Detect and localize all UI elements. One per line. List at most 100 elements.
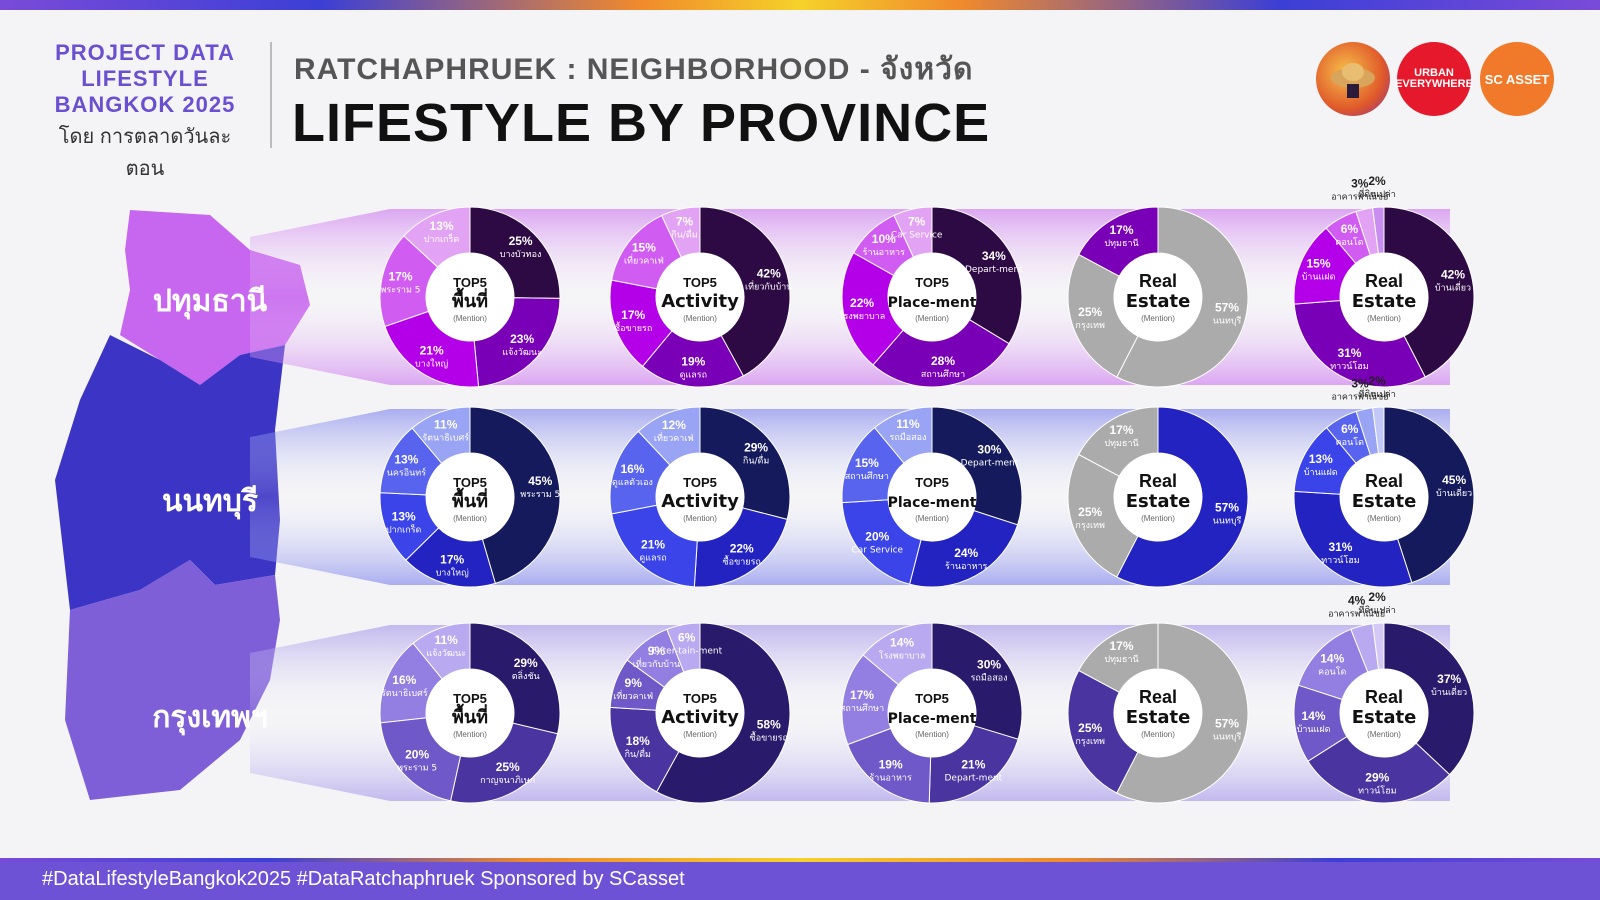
slice-value-label: 57%	[1215, 301, 1239, 315]
slice-category-label: Depart-ment	[945, 774, 1003, 784]
pie-slice	[655, 622, 791, 804]
slice-value-label: 21%	[641, 537, 665, 551]
slice-category-label: กิน/ดื่ม	[743, 453, 769, 466]
slice-value-label: 31%	[1337, 346, 1361, 360]
slice-category-label: ทาวน์โฮม	[1330, 360, 1369, 372]
slice-category-label: โรงพยาบาล	[839, 311, 886, 322]
slice-category-label: ที่ดินเปล่า	[1358, 387, 1395, 400]
slice-value-label: 58%	[757, 718, 781, 732]
slice-value-label: 57%	[1215, 501, 1239, 515]
slice-value-label: 19%	[681, 355, 705, 369]
pie-slice	[699, 406, 791, 520]
slice-value-label: 14%	[1302, 709, 1326, 723]
slice-value-label: 11%	[896, 417, 920, 431]
slice-value-label: 7%	[908, 215, 926, 229]
slice-category-label: กาญจนาภิเษก	[480, 775, 535, 786]
donut-subtitle: Activity	[661, 491, 739, 512]
donut-center	[656, 253, 744, 341]
slice-category-label: ดูแลตัวเอง	[612, 478, 653, 488]
slice-category-label: ที่ดินเปล่า	[1358, 187, 1395, 200]
slice-category-label: สถานศึกษา	[921, 369, 965, 380]
slice-value-label: 22%	[730, 541, 754, 555]
slice-category-label: เที่ยวกับบ้าน	[745, 279, 792, 292]
slice-value-label: 25%	[509, 234, 533, 248]
slice-value-label: 14%	[1320, 651, 1344, 665]
slice-value-label: 34%	[982, 249, 1006, 263]
slice-value-label: 29%	[514, 656, 538, 670]
donut-title: Real	[1139, 471, 1177, 491]
slice-category-label: นนทบุรี	[1213, 316, 1242, 327]
slice-value-label: 16%	[620, 462, 644, 476]
slice-value-label: 4%	[1348, 593, 1366, 607]
slice-value-label: 17%	[621, 308, 645, 322]
slice-category-label: ปทุมธานี	[1104, 438, 1138, 449]
donut-title: TOP5	[915, 475, 949, 490]
slice-value-label: 12%	[662, 418, 686, 432]
donut-note: (Mention)	[1367, 730, 1401, 739]
slice-category-label: สถานศึกษา	[840, 703, 884, 714]
donut-center	[426, 669, 514, 757]
donut-note: (Mention)	[453, 514, 487, 523]
slice-category-label: พระราม 5	[520, 490, 560, 500]
slice-category-label: ปากเกร็ด	[424, 232, 460, 245]
slice-category-label: รัตนาธิเบศร์	[381, 687, 428, 699]
slice-category-label: ซื้อขายรถ	[723, 554, 761, 567]
avatar-logo	[1316, 42, 1390, 116]
slice-value-label: 17%	[850, 688, 874, 702]
slice-category-label: รถมือสอง	[971, 673, 1008, 684]
slice-category-label: อาคารพาณิชย์	[1331, 391, 1388, 403]
slice-category-label: รถมือสอง	[889, 432, 926, 443]
slice-value-label: 3%	[1351, 377, 1369, 391]
slice-category-label: โรงพยาบาล	[879, 651, 926, 662]
slice-category-label: นครอินทร์	[387, 466, 426, 478]
slice-category-label: ตลิ่งชัน	[512, 669, 540, 682]
slice-value-label: 2%	[1368, 590, 1386, 604]
slice-category-label: นนทบุรี	[1213, 516, 1242, 527]
province-label: ปทุมธานี	[153, 284, 268, 320]
donut-title: Real	[1365, 471, 1403, 491]
donut-note: (Mention)	[1141, 514, 1175, 523]
slice-value-label: 15%	[1306, 257, 1330, 271]
slice-value-label: 45%	[528, 474, 552, 488]
donut-subtitle: Place-ment	[888, 711, 977, 727]
donut-note: (Mention)	[1367, 314, 1401, 323]
slice-value-label: 42%	[757, 266, 781, 280]
donut-subtitle: Estate	[1352, 491, 1417, 512]
slice-value-label: 3%	[1351, 177, 1369, 191]
slice-category-label: Car Service	[851, 545, 903, 555]
slice-category-label: ที่ดินเปล่า	[1358, 603, 1395, 616]
slice-category-label: คอนโด	[1318, 666, 1346, 677]
slice-value-label: 20%	[405, 747, 429, 761]
slice-category-label: บ้านแฝด	[1297, 724, 1331, 735]
donut-center	[426, 453, 514, 541]
slice-category-label: อาคารพาณิชย์	[1331, 191, 1388, 203]
slice-value-label: 6%	[1341, 222, 1359, 236]
slice-category-label: สถานศึกษา	[845, 471, 889, 482]
footer-hashtags: #DataLifestyleBangkok2025 #DataRatchaphr…	[42, 868, 685, 890]
donut-note: (Mention)	[915, 730, 949, 739]
slice-category-label: แจ้งวัฒนะ	[426, 648, 466, 659]
slice-value-label: 17%	[1110, 223, 1134, 237]
slice-category-label: กรุงเทพ	[1075, 521, 1105, 531]
slice-value-label: 13%	[1309, 452, 1333, 466]
bottom-color-stripe	[0, 858, 1600, 863]
slice-category-label: Depart-ment	[965, 265, 1023, 275]
donut-subtitle: พื้นที่	[452, 287, 488, 312]
donut-note: (Mention)	[453, 314, 487, 323]
slice-value-label: 17%	[440, 553, 464, 567]
province-label: กรุงเทพฯ	[152, 700, 268, 736]
slice-value-label: 7%	[676, 215, 694, 229]
slice-value-label: 19%	[879, 758, 903, 772]
slice-value-label: 2%	[1368, 174, 1386, 188]
donut-center	[426, 253, 514, 341]
donut-note: (Mention)	[453, 730, 487, 739]
donut-center	[1114, 253, 1202, 341]
donut-note: (Mention)	[1141, 730, 1175, 739]
donut-title: TOP5	[915, 275, 949, 290]
donut-title: TOP5	[453, 275, 487, 290]
donut-center	[888, 453, 976, 541]
slice-value-label: 25%	[496, 760, 520, 774]
project-by: โดย การตลาดวันละตอน	[58, 126, 232, 180]
donut-center	[1340, 253, 1428, 341]
